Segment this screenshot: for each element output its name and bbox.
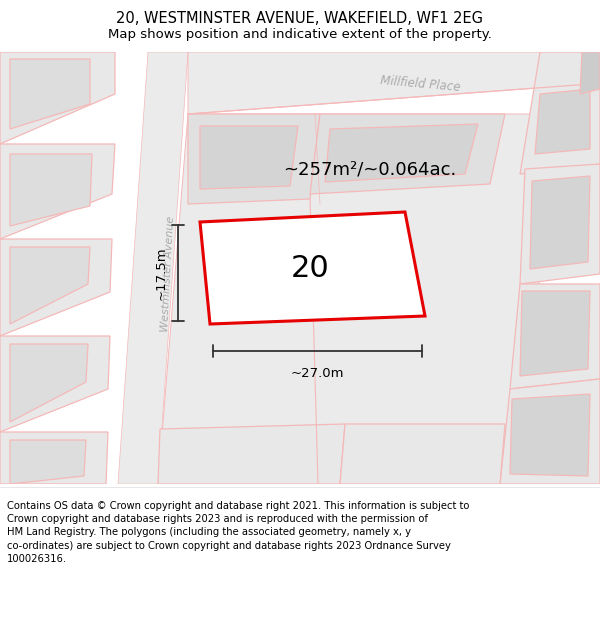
- Polygon shape: [10, 440, 86, 484]
- Polygon shape: [188, 114, 320, 204]
- Polygon shape: [10, 247, 90, 324]
- Polygon shape: [580, 52, 600, 94]
- Polygon shape: [158, 424, 345, 484]
- Polygon shape: [340, 424, 505, 484]
- Text: ~17.5m: ~17.5m: [155, 246, 168, 300]
- Polygon shape: [310, 114, 505, 194]
- Polygon shape: [530, 176, 590, 269]
- Polygon shape: [200, 126, 298, 189]
- Polygon shape: [118, 52, 188, 484]
- Polygon shape: [158, 114, 555, 484]
- Polygon shape: [500, 379, 600, 484]
- Text: Contains OS data © Crown copyright and database right 2021. This information is : Contains OS data © Crown copyright and d…: [7, 501, 470, 564]
- Polygon shape: [0, 52, 115, 144]
- Text: Map shows position and indicative extent of the property.: Map shows position and indicative extent…: [108, 28, 492, 41]
- Polygon shape: [520, 52, 600, 174]
- Polygon shape: [10, 344, 88, 422]
- Polygon shape: [520, 164, 600, 284]
- Text: ~27.0m: ~27.0m: [291, 367, 344, 380]
- Text: 20, WESTMINSTER AVENUE, WAKEFIELD, WF1 2EG: 20, WESTMINSTER AVENUE, WAKEFIELD, WF1 2…: [116, 11, 484, 26]
- Polygon shape: [535, 89, 590, 154]
- Text: 20: 20: [290, 254, 329, 283]
- Polygon shape: [510, 284, 600, 389]
- Polygon shape: [325, 124, 478, 182]
- Polygon shape: [520, 291, 590, 376]
- Polygon shape: [0, 336, 110, 432]
- Polygon shape: [0, 239, 112, 336]
- Polygon shape: [0, 432, 108, 484]
- Polygon shape: [0, 144, 115, 239]
- Text: ~257m²/~0.064ac.: ~257m²/~0.064ac.: [283, 160, 457, 178]
- Text: Millfield Place: Millfield Place: [379, 74, 461, 94]
- Polygon shape: [200, 212, 425, 324]
- Text: Westminster Avenue: Westminster Avenue: [160, 216, 176, 332]
- Polygon shape: [10, 59, 90, 129]
- Polygon shape: [510, 394, 590, 476]
- Polygon shape: [188, 52, 600, 114]
- Polygon shape: [10, 154, 92, 226]
